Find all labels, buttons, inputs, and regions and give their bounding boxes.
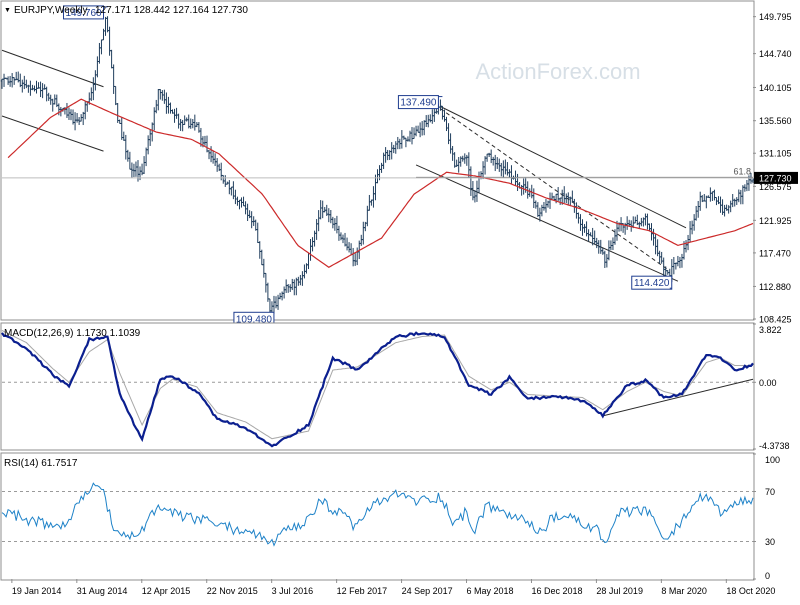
macd-signal-line (1, 329, 753, 440)
x-tick-label: 3 Jul 2016 (272, 586, 314, 596)
last-price-marker (754, 171, 798, 184)
x-tick-label: 6 May 2018 (467, 586, 514, 596)
x-tick-label: 16 Dec 2018 (531, 586, 582, 596)
price-y-tick-label: 117.470 (759, 248, 791, 258)
macd-title: MACD(12,26,9) 1.1730 1.1039 (4, 328, 141, 339)
rsi-y-tick-label: 0 (765, 571, 770, 581)
price-annotation-box (631, 275, 673, 290)
x-tick-label: 8 Mar 2020 (661, 586, 707, 596)
price-annotation: 114.420 (631, 275, 673, 290)
price-annotation-box (397, 95, 439, 110)
price-y-tick-label: 126.575 (759, 182, 792, 192)
price-y-tick-label: 131.105 (759, 149, 792, 159)
rsi-y-tick-label: 30 (765, 537, 775, 547)
x-tick-label: 22 Nov 2015 (207, 586, 258, 596)
price-annotation-label: 114.420 (634, 278, 670, 289)
macd-y-tick-label: -4.3738 (759, 441, 790, 451)
price-annotation-box (63, 5, 105, 20)
x-tick-label: 18 Oct 2020 (726, 586, 775, 596)
price-trendline (440, 108, 669, 270)
price-panel: ActionForex.com 61.8 149.760 109.480 137.4… (0, 0, 798, 326)
price-y-tick-label: 108.425 (759, 315, 792, 325)
watermark: ActionForex.com (475, 59, 640, 84)
price-annotation-label: 149.760 (65, 8, 102, 19)
price-y-tick-label: 121.925 (759, 216, 792, 226)
last-price-label: 127.730 (759, 173, 792, 183)
price-y-tick-label: 149.795 (759, 12, 792, 22)
price-trendline (440, 106, 687, 229)
macd-panel: 3.822 0.00 -4.3738 MACD(12,26,9) 1.1730 1.… (0, 322, 790, 451)
price-panel-frame (0, 0, 755, 321)
fib-618-label: 61.8 (733, 166, 751, 176)
price-y-tick-label: 135.560 (759, 116, 792, 126)
price-annotation: 149.760 (63, 5, 108, 20)
macd-panel-frame (0, 322, 755, 451)
symbol-label: EURJPY,Weekly (14, 5, 88, 16)
rsi-panel: 100 70 30 0 RSI(14) 61.7517 (0, 452, 780, 581)
collapse-glyph[interactable]: ▼ (4, 7, 11, 14)
macd-y-tick-label: 3.822 (759, 325, 782, 335)
rsi-y-tick-label: 100 (765, 455, 780, 465)
x-tick-label: 28 Jul 2019 (596, 586, 643, 596)
x-tick-label: 24 Sep 2017 (402, 586, 453, 596)
ohlc-values: 127.171 128.442 127.164 127.730 (95, 5, 248, 16)
rsi-line (1, 482, 754, 547)
rsi-panel-frame (0, 452, 755, 581)
price-y-tick-label: 144.740 (759, 49, 792, 59)
macd-y-tick-label: 0.00 (759, 378, 777, 388)
moving-average-line (7, 98, 754, 269)
macd-main-line (1, 331, 754, 448)
price-trendline (1, 115, 104, 152)
x-tick-label: 31 Aug 2014 (77, 586, 128, 596)
x-tick-label: 12 Apr 2015 (142, 586, 191, 596)
x-axis: 19 Jan 2014 31 Aug 2014 12 Apr 2015 22 Nov … (11, 579, 775, 596)
price-annotation-label: 109.480 (236, 314, 273, 325)
price-annotation: 137.490 (397, 95, 443, 110)
x-tick-label: 12 Feb 2017 (337, 586, 388, 596)
rsi-title: RSI(14) 61.7517 (4, 458, 78, 469)
price-trendline (1, 49, 104, 88)
price-trendline (415, 164, 679, 282)
x-tick-label: 19 Jan 2014 (12, 586, 62, 596)
rsi-y-tick-label: 70 (765, 487, 775, 497)
macd-trendline (602, 378, 754, 417)
price-annotation-label: 137.490 (400, 98, 437, 109)
price-y-tick-label: 112.880 (759, 282, 791, 292)
price-y-tick-label: 140.105 (759, 83, 792, 93)
